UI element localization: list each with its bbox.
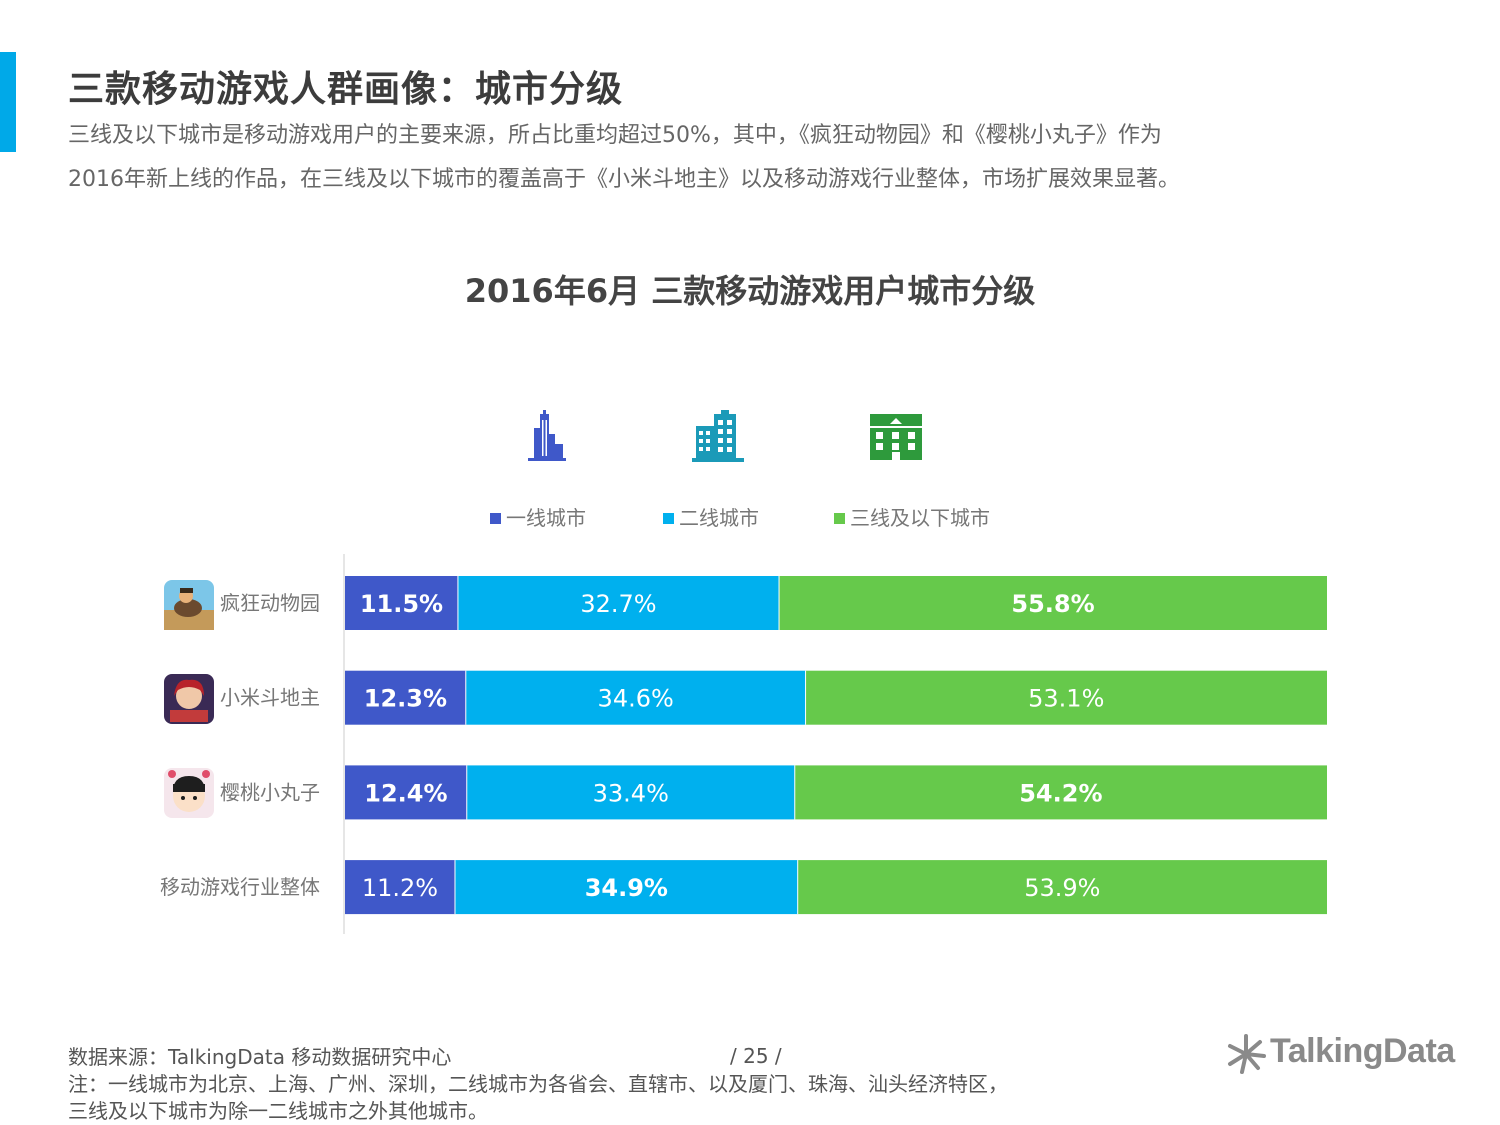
data-label: 55.8% [1011, 590, 1094, 618]
legend-item-tier3: 三线及以下城市 [834, 502, 990, 530]
legend-swatch-tier3 [834, 513, 845, 524]
bar-segment [345, 765, 467, 820]
brand-logo: TalkingData [1226, 1030, 1455, 1078]
office-building-icon [692, 410, 744, 462]
category-label: 移动游戏行业整体 [160, 875, 320, 899]
xiaomi-doudizhu-app-icon [164, 674, 214, 724]
data-label: 53.1% [1028, 685, 1104, 713]
bar-segment [805, 670, 1327, 725]
data-label: 53.9% [1024, 874, 1100, 902]
bar-segment [345, 576, 458, 630]
legend-item-tier2: 二线城市 [663, 502, 759, 530]
page-number: / 25 / [730, 1044, 782, 1068]
apartment-building-icon [870, 414, 922, 460]
bar-segment [345, 670, 466, 725]
data-label: 54.2% [1019, 779, 1102, 807]
intro-line-1: 三线及以下城市是移动游戏用户的主要来源，所占比重均超过50%，其中，《疯狂动物园… [68, 123, 1162, 148]
bar-segment [454, 860, 798, 915]
crazy-zoo-app-icon [164, 580, 214, 630]
bar-segment [457, 576, 780, 630]
bar-segment [794, 765, 1327, 820]
legend-item-tier1: 一线城市 [490, 502, 586, 530]
data-label: 34.6% [598, 685, 674, 713]
bar-segment [797, 860, 1327, 915]
legend-swatch-tier1 [490, 513, 501, 524]
data-label: 34.9% [585, 874, 668, 902]
intro-text: 三线及以下城市是移动游戏用户的主要来源，所占比重均超过50%，其中，《疯狂动物园… [68, 114, 1398, 202]
legend-label-tier3: 三线及以下城市 [850, 506, 990, 530]
page-title: 三款移动游戏人群画像：城市分级 [68, 69, 624, 110]
legend-label-tier1: 一线城市 [506, 506, 586, 530]
bar-segment [779, 576, 1327, 630]
footnote-line-2: 三线及以下城市为除一二线城市之外其他城市。 [68, 1099, 488, 1123]
category-label: 小米斗地主 [220, 686, 320, 710]
data-label: 32.7% [580, 590, 656, 618]
skyscraper-icon [528, 410, 566, 461]
data-label: 11.5% [360, 590, 443, 618]
footnote-line-1: 注：一线城市为北京、上海、广州、深圳，二线城市为各省会、直辖市、以及厦门、珠海、… [68, 1072, 1008, 1096]
data-label: 33.4% [593, 779, 669, 807]
accent-bar [0, 52, 16, 152]
data-label: 12.4% [364, 779, 447, 807]
intro-line-2: 2016年新上线的作品，在三线及以下城市的覆盖高于《小米斗地主》以及移动游戏行业… [68, 167, 1180, 192]
chibi-maruko-app-icon [164, 768, 214, 818]
brand-name: TalkingData [1270, 1032, 1455, 1070]
data-source: 数据来源：TalkingData 移动数据研究中心 [68, 1045, 452, 1069]
bar-segment [345, 860, 455, 915]
brand-logo-icon [1228, 1034, 1266, 1074]
data-label: 12.3% [364, 685, 447, 713]
category-label: 樱桃小丸子 [220, 780, 320, 804]
bar-segment [466, 765, 795, 820]
footer: 数据来源：TalkingData 移动数据研究中心 注：一线城市为北京、上海、广… [68, 1044, 1008, 1125]
category-label: 疯狂动物园 [220, 591, 320, 615]
stacked-bar-chart: 疯狂动物园 11.5% 32.7% 55.8% 小米斗地主 12.3% 34.6% 53.1%… [160, 554, 1327, 934]
bar-segment [465, 670, 806, 725]
data-label: 11.2% [362, 874, 438, 902]
legend-label-tier2: 二线城市 [679, 506, 759, 530]
chart-title: 2016年6月 三款移动游戏用户城市分级 [464, 272, 1036, 310]
legend-swatch-tier2 [663, 513, 674, 524]
